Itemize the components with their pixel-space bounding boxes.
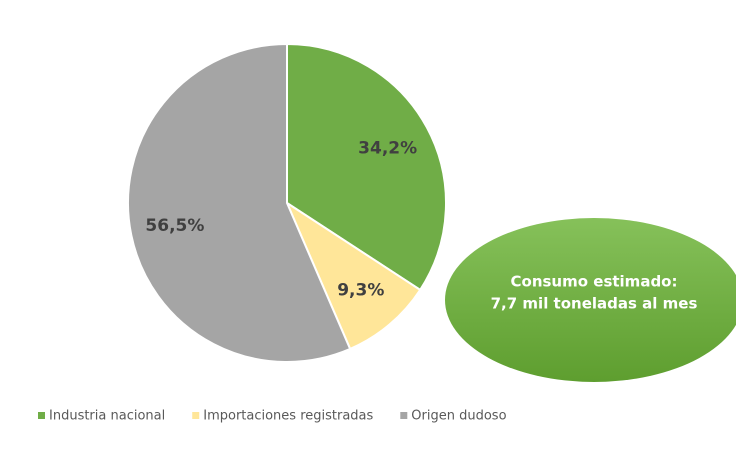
annotation-text: Consumo estimado: <box>511 273 678 291</box>
legend-swatch <box>192 412 200 419</box>
value-label: 34,2% <box>358 138 417 158</box>
annotation-shape <box>445 218 736 382</box>
pie-slice <box>284 200 422 351</box>
value-label: 9,3% <box>337 281 384 301</box>
legend-label: Importaciones registradas <box>203 409 373 424</box>
value-label: 56,5% <box>145 216 204 236</box>
legend-swatch <box>400 412 408 419</box>
legend-label: Origen dudoso <box>411 409 506 424</box>
annotation-text: 7,7 mil toneladas al mes <box>491 295 698 313</box>
legend-swatch <box>38 412 45 419</box>
pie-slice <box>127 42 352 363</box>
legend-label: Industria nacional <box>49 409 165 424</box>
